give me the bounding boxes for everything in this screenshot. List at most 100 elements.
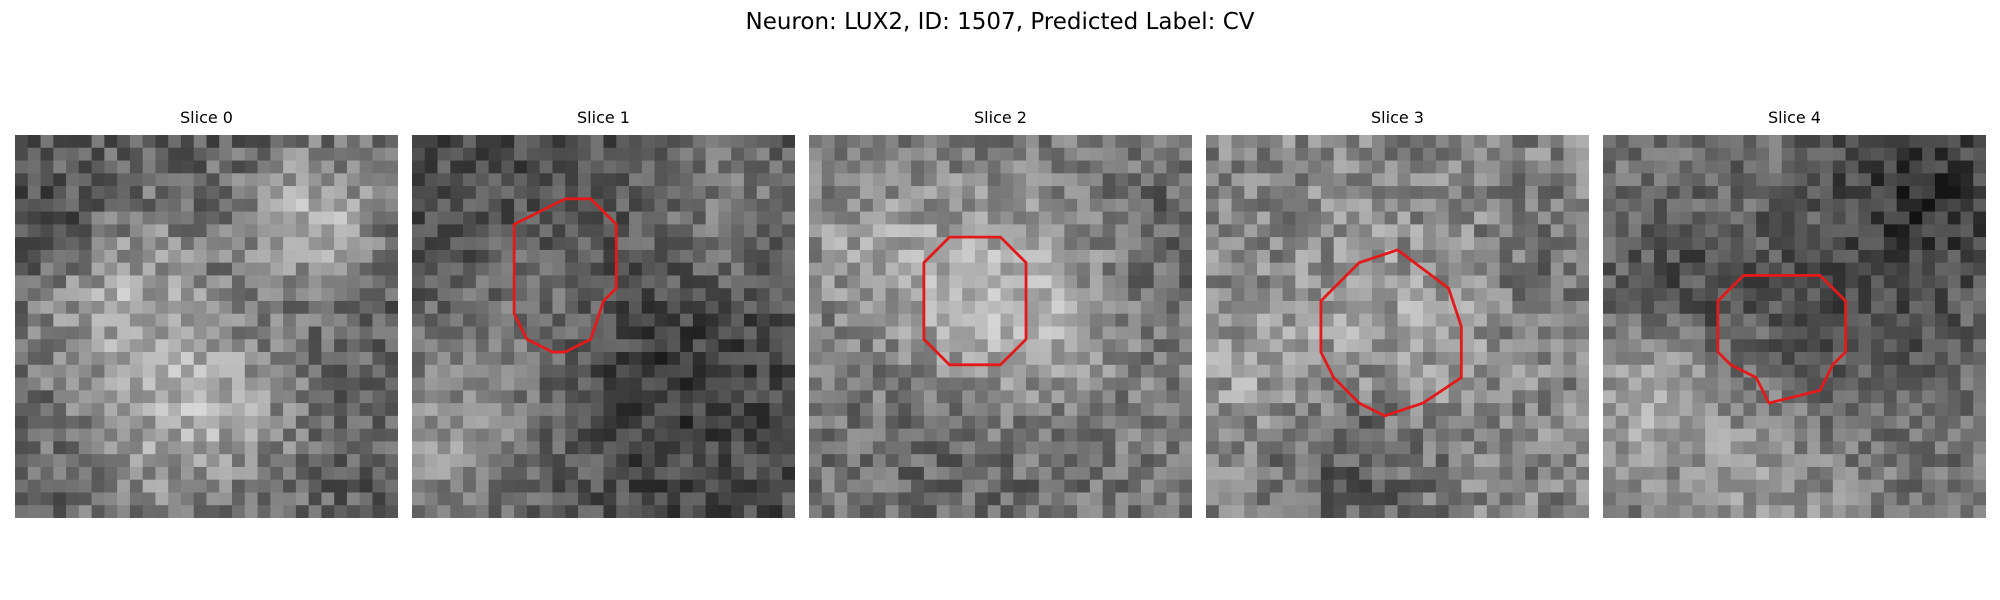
pixel-cell xyxy=(1871,454,1885,468)
pixel-cell xyxy=(743,505,758,518)
pixel-cell xyxy=(1934,224,1949,238)
pixel-cell xyxy=(526,198,541,212)
pixel-cell xyxy=(872,313,886,327)
pixel-cell xyxy=(629,377,643,391)
pixel-cell xyxy=(1089,186,1104,200)
pixel-cell xyxy=(1026,275,1040,289)
pixel-cell xyxy=(168,313,182,327)
pixel-cell xyxy=(885,326,899,340)
pixel-cell xyxy=(949,160,963,174)
pixel-cell xyxy=(885,300,899,315)
pixel-cell xyxy=(1140,211,1155,225)
pixel-cell xyxy=(1282,454,1296,468)
pixel-cell xyxy=(1550,428,1564,442)
pixel-cell xyxy=(1512,441,1526,455)
pixel-cell xyxy=(1206,492,1220,506)
pixel-cell xyxy=(1654,160,1668,174)
pixel-cell xyxy=(962,339,976,353)
pixel-cell xyxy=(1231,275,1245,289)
pixel-cell xyxy=(603,441,617,455)
pixel-cell xyxy=(1922,275,1936,289)
pixel-cell xyxy=(1871,428,1885,442)
pixel-cell xyxy=(1051,326,1065,340)
pixel-cell xyxy=(1448,428,1462,442)
pixel-cell xyxy=(168,135,182,149)
pixel-cell xyxy=(193,466,207,481)
pixel-cell xyxy=(1359,428,1373,442)
pixel-cell xyxy=(346,224,361,238)
pixel-cell xyxy=(1448,237,1462,251)
pixel-cell xyxy=(117,313,131,327)
pixel-cell xyxy=(1679,505,1693,518)
pixel-cell xyxy=(1858,275,1872,289)
pixel-cell xyxy=(987,275,1001,289)
pixel-cell xyxy=(1576,390,1589,404)
pixel-cell xyxy=(936,492,950,506)
pixel-cell xyxy=(860,505,874,518)
pixel-cell xyxy=(1922,249,1936,264)
pixel-cell xyxy=(1845,326,1859,340)
pixel-cell xyxy=(987,377,1001,391)
pixel-cell xyxy=(1628,428,1642,442)
pixel-cell xyxy=(654,237,668,251)
pixel-cell xyxy=(1166,224,1180,238)
pixel-cell xyxy=(526,237,541,251)
pixel-cell xyxy=(1371,364,1386,378)
pixel-cell xyxy=(321,313,335,327)
pixel-cell xyxy=(718,275,732,289)
pixel-cell xyxy=(1499,492,1513,506)
pixel-cell xyxy=(1269,403,1283,417)
pixel-cell xyxy=(244,262,258,276)
pixel-cell xyxy=(1973,403,1986,417)
pixel-cell xyxy=(603,275,617,289)
pixel-cell xyxy=(40,147,54,161)
pixel-cell xyxy=(769,415,783,430)
pixel-cell xyxy=(1295,441,1309,455)
pixel-cell xyxy=(667,339,681,353)
pixel-cell xyxy=(1768,135,1783,149)
pixel-cell xyxy=(295,262,310,276)
pixel-cell xyxy=(1269,186,1283,200)
pixel-cell xyxy=(1705,249,1719,264)
pixel-cell xyxy=(743,186,758,200)
pixel-cell xyxy=(117,224,131,238)
pixel-cell xyxy=(180,454,195,468)
pixel-cell xyxy=(1922,415,1936,430)
pixel-cell xyxy=(1768,173,1783,187)
pixel-cell xyxy=(1486,454,1501,468)
pixel-cell xyxy=(680,313,694,327)
pixel-cell xyxy=(1115,313,1129,327)
pixel-cell xyxy=(359,441,373,455)
pixel-cell xyxy=(898,326,912,340)
pixel-cell xyxy=(53,262,67,276)
pixel-cell xyxy=(129,237,144,251)
pixel-cell xyxy=(1474,466,1488,481)
pixel-cell xyxy=(193,403,207,417)
pixel-cell xyxy=(1794,288,1808,302)
pixel-cell xyxy=(1858,390,1872,404)
pixel-cell xyxy=(1666,415,1680,430)
pixel-cell xyxy=(142,352,156,366)
pixel-cell xyxy=(577,224,592,238)
pixel-cell xyxy=(1423,211,1437,225)
pixel-cell xyxy=(1384,428,1398,442)
pixel-cell xyxy=(1026,237,1040,251)
pixel-cell xyxy=(1333,211,1347,225)
pixel-cell xyxy=(1089,441,1104,455)
pixel-cell xyxy=(1820,339,1834,353)
pixel-cell xyxy=(244,492,258,506)
pixel-cell xyxy=(1461,326,1475,340)
pixel-cell xyxy=(1973,352,1986,366)
pixel-cell xyxy=(898,428,912,442)
pixel-cell xyxy=(1051,300,1065,315)
pixel-cell xyxy=(1615,428,1629,442)
pixel-cell xyxy=(78,147,92,161)
pixel-cell xyxy=(334,364,348,378)
pixel-cell xyxy=(1000,466,1014,481)
pixel-cell xyxy=(1922,339,1936,353)
pixel-cell xyxy=(1603,364,1617,378)
pixel-cell xyxy=(1384,441,1398,455)
pixel-cell xyxy=(1153,237,1167,251)
pixel-cell xyxy=(1641,441,1655,455)
pixel-cell xyxy=(718,288,732,302)
